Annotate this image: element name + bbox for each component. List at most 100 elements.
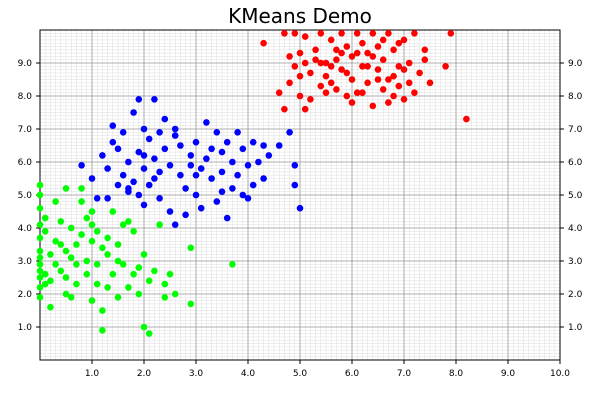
data-point [234, 129, 241, 136]
data-point [99, 152, 106, 159]
data-point [47, 277, 54, 285]
data-point [281, 105, 288, 113]
data-point [161, 294, 169, 301]
data-point [322, 89, 330, 96]
data-point [114, 257, 122, 265]
data-point [312, 46, 319, 54]
data-point [156, 168, 163, 176]
data-point [385, 30, 392, 37]
y-tick-label-right: 1.0 [568, 323, 583, 333]
data-point [140, 125, 148, 133]
data-point [114, 181, 122, 189]
data-point [36, 191, 44, 199]
data-point [291, 63, 299, 70]
data-point [275, 89, 283, 96]
y-tick-label-left: 3.0 [18, 257, 33, 267]
data-point [223, 138, 231, 146]
data-point [338, 49, 345, 57]
data-point [301, 33, 309, 40]
data-point [353, 49, 361, 57]
data-point [109, 208, 117, 215]
data-point [359, 39, 366, 47]
data-point [145, 277, 153, 285]
data-point [223, 214, 231, 222]
data-point [140, 165, 148, 172]
x-tick-label: 6.0 [345, 369, 360, 379]
x-tick-label: 9.0 [501, 369, 516, 379]
data-point [36, 234, 44, 242]
data-point [327, 36, 335, 44]
data-point [348, 99, 356, 106]
data-point [78, 231, 85, 238]
data-point [343, 43, 351, 50]
data-point [218, 168, 226, 176]
data-point [62, 290, 70, 298]
data-point [36, 294, 44, 301]
data-point [301, 105, 309, 113]
data-point [333, 46, 340, 54]
data-point [187, 152, 195, 159]
data-point [327, 63, 335, 70]
data-point [317, 82, 325, 90]
data-point [161, 145, 169, 153]
data-point [104, 251, 111, 258]
data-point [130, 109, 137, 116]
data-point [171, 125, 179, 133]
data-point [281, 30, 288, 37]
data-point [67, 254, 75, 261]
data-point [99, 307, 106, 314]
x-tick-label: 10.0 [550, 369, 570, 379]
y-tick-labels-left: 1.0 2.0 3.0 4.0 5.0 6.0 7.0 8.0 9.0 [18, 59, 33, 333]
data-point [171, 132, 179, 139]
data-point [307, 69, 314, 77]
data-point [109, 270, 117, 278]
points-layer [36, 30, 470, 337]
data-point [374, 76, 382, 83]
data-point [36, 221, 44, 228]
data-point [151, 267, 158, 275]
data-point [140, 323, 148, 331]
data-point [369, 30, 377, 37]
cluster-1 [260, 30, 470, 123]
data-point [192, 171, 200, 179]
data-point [203, 119, 210, 126]
data-point [447, 30, 455, 37]
x-tick-label: 4.0 [241, 369, 256, 379]
data-point [338, 66, 345, 73]
data-point [218, 188, 226, 195]
data-point [322, 59, 330, 67]
major-grid [40, 30, 560, 360]
data-point [83, 270, 91, 278]
data-point [36, 247, 44, 255]
data-point [239, 191, 247, 199]
x-tick-label: 8.0 [449, 369, 464, 379]
y-tick-label-right: 6.0 [568, 158, 583, 168]
data-point [114, 294, 122, 301]
y-tick-labels-right: 1.0 2.0 3.0 4.0 5.0 6.0 7.0 8.0 9.0 [568, 59, 583, 333]
data-point [364, 79, 371, 87]
data-point [140, 152, 148, 159]
y-tick-label-left: 9.0 [18, 59, 33, 69]
data-point [405, 79, 413, 87]
y-tick-label-left: 4.0 [18, 224, 33, 234]
data-point [291, 162, 299, 169]
data-point [88, 175, 96, 182]
y-tick-label-right: 3.0 [568, 257, 583, 267]
data-point [400, 96, 408, 103]
data-point [197, 204, 205, 212]
data-point [442, 63, 449, 70]
data-point [411, 30, 418, 37]
data-point [156, 129, 163, 136]
data-point [374, 43, 382, 50]
data-point [145, 330, 153, 337]
data-point [114, 145, 122, 153]
data-point [421, 46, 429, 54]
y-tick-label-right: 2.0 [568, 290, 583, 300]
data-point [421, 56, 429, 63]
data-point [41, 280, 49, 288]
data-point [78, 198, 85, 205]
data-point [395, 82, 403, 90]
y-tick-label-left: 7.0 [18, 125, 33, 135]
data-point [244, 195, 252, 202]
data-point [286, 53, 293, 60]
